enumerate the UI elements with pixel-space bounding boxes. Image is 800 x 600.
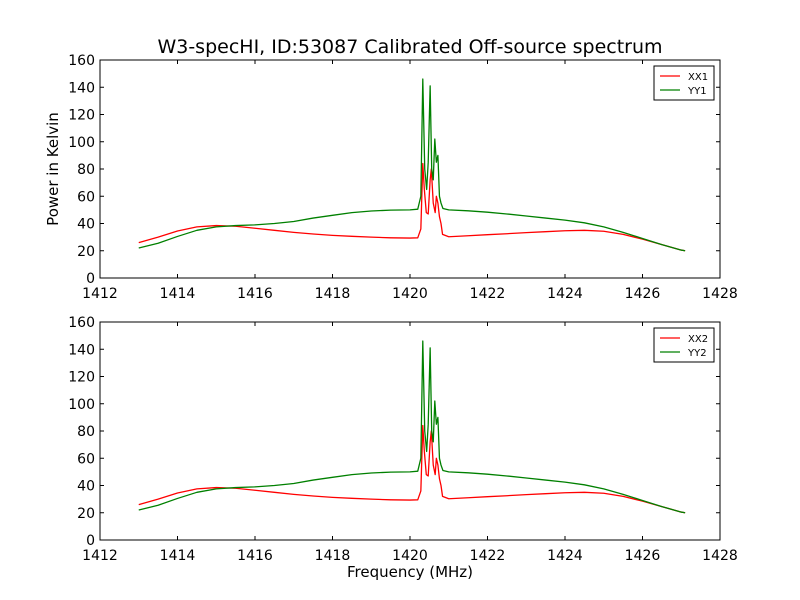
bottom-panel: 1412 1414 1416 1418 1420 1422 1424 1426 1428 0 20 4…	[68, 315, 738, 564]
top-panel: 1412 1414 1416 1418 1420 1422 1424 1426 1428 0 20 4…	[68, 53, 738, 302]
series-line-xx1	[138, 162, 686, 252]
y-tick-label: 40	[77, 217, 95, 233]
x-tick-label: 1412	[82, 548, 118, 564]
x-tick-label: 1428	[702, 286, 738, 302]
x-tick-label: 1418	[315, 286, 351, 302]
y-tick-label: 80	[77, 162, 95, 178]
x-tick-label: 1420	[392, 286, 428, 302]
y-tick-label: 60	[77, 451, 95, 467]
x-tick-label: 1412	[82, 286, 118, 302]
y-tick-label: 120	[68, 370, 95, 386]
x-axis-label: Frequency (MHz)	[347, 563, 473, 581]
y-tick-label: 0	[86, 533, 95, 549]
legend-label: YY1	[687, 86, 707, 97]
x-tick-label: 1422	[470, 286, 506, 302]
y-tick-label: 100	[68, 397, 95, 413]
x-tick-label: 1426	[625, 548, 661, 564]
y-tick-label: 60	[77, 189, 95, 205]
y-axis-label: Power in Kelvin	[44, 112, 62, 226]
y-tick-label: 160	[68, 315, 95, 331]
x-tick-label: 1428	[702, 548, 738, 564]
y-tick-label: 0	[86, 271, 95, 287]
x-tick-label: 1424	[547, 286, 583, 302]
series-line-yy1	[138, 78, 686, 252]
x-tick-label: 1422	[470, 548, 506, 564]
x-tick-label: 1416	[237, 286, 273, 302]
x-tick-label: 1426	[625, 286, 661, 302]
y-tick-label: 140	[68, 342, 95, 358]
legend-label: XX1	[688, 72, 708, 83]
figure-title: W3-specHI, ID:53087 Calibrated Off-sourc…	[157, 36, 662, 58]
y-tick-label: 40	[77, 479, 95, 495]
series-line-yy2	[138, 340, 686, 514]
y-tick-label: 120	[68, 108, 95, 124]
x-tick-label: 1414	[160, 548, 196, 564]
series-line-xx2	[138, 424, 686, 514]
x-tick-label: 1424	[547, 548, 583, 564]
y-tick-label: 140	[68, 80, 95, 96]
x-tick-label: 1414	[160, 286, 196, 302]
y-tick-label: 80	[77, 424, 95, 440]
y-tick-label: 100	[68, 135, 95, 151]
legend-label: YY2	[687, 348, 707, 359]
y-tick-label: 160	[68, 53, 95, 69]
x-tick-label: 1416	[237, 548, 273, 564]
x-tick-label: 1418	[315, 548, 351, 564]
x-tick-label: 1420	[392, 548, 428, 564]
y-tick-label: 20	[77, 506, 95, 522]
y-tick-label: 20	[77, 244, 95, 260]
legend-label: XX2	[688, 334, 708, 345]
